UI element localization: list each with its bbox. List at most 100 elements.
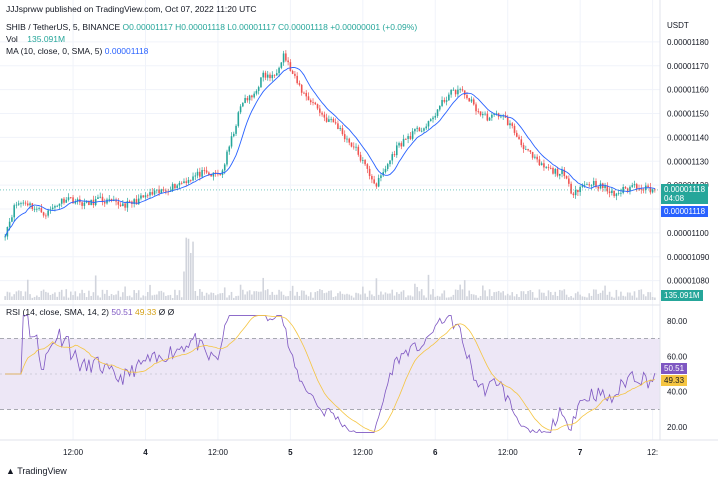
- candle: [162, 186, 165, 193]
- volume-bar: [509, 295, 511, 300]
- volume-bar: [382, 294, 384, 300]
- price-tick-label: 0.00001170: [667, 62, 709, 71]
- volume-bar: [230, 291, 233, 300]
- price-tick-label: 0.00001160: [667, 86, 709, 95]
- candle: [515, 130, 518, 138]
- volume-bar: [158, 291, 160, 300]
- candle: [547, 164, 550, 171]
- candle: [232, 131, 235, 138]
- candle: [309, 98, 312, 105]
- volume-bar: [133, 290, 135, 300]
- volume-bar: [294, 295, 296, 300]
- candle: [149, 188, 151, 199]
- candle: [201, 167, 203, 179]
- volume-bar: [305, 294, 308, 300]
- volume-tag: 135.091M: [661, 290, 703, 301]
- candle: [312, 98, 314, 106]
- volume-bar: [558, 289, 561, 300]
- candle: [81, 200, 83, 210]
- time-tick-label: 6: [433, 448, 438, 457]
- volume-bar: [477, 297, 480, 300]
- volume-bar: [615, 289, 618, 300]
- candle: [194, 172, 197, 181]
- candle: [568, 175, 570, 187]
- volume-bar: [289, 290, 292, 300]
- volume-bar: [128, 295, 131, 300]
- price-tick-label: 0.00001150: [667, 110, 709, 119]
- ma-label[interactable]: MA (10, close, 0, SMA, 5): [6, 46, 103, 56]
- volume-bar: [101, 289, 104, 300]
- volume-bar: [192, 241, 194, 300]
- volume-bar: [556, 295, 559, 300]
- candle: [554, 167, 557, 177]
- candle: [352, 142, 355, 150]
- volume-bar: [635, 297, 638, 300]
- rsi-label[interactable]: RSI (14, close, SMA, 14, 2): [6, 307, 109, 317]
- volume-bar: [303, 290, 305, 300]
- volume-bar: [74, 291, 77, 300]
- footer-brand[interactable]: ▲ TradingView: [6, 466, 67, 476]
- candle: [192, 172, 194, 182]
- candle: [92, 195, 95, 208]
- volume-bar: [425, 297, 428, 300]
- volume-bar: [604, 285, 606, 300]
- volume-bar: [194, 290, 197, 300]
- volume-bar: [534, 297, 536, 300]
- volume-bar: [561, 290, 563, 300]
- candle: [364, 159, 366, 167]
- volume-bar: [278, 289, 280, 300]
- candle: [513, 123, 516, 136]
- candle: [611, 187, 613, 196]
- volume-bar: [323, 293, 326, 300]
- volume-bar: [38, 296, 40, 300]
- volume-bar: [47, 292, 49, 300]
- volume-bar: [595, 289, 597, 300]
- volume-bar: [20, 291, 22, 300]
- candle: [649, 182, 652, 195]
- candle: [140, 193, 142, 201]
- volume-bar: [366, 296, 369, 300]
- volume-bar: [189, 252, 192, 300]
- symbol-name[interactable]: SHIB / TetherUS, 5, BINANCE: [6, 22, 121, 32]
- volume-bar: [8, 292, 11, 300]
- candle: [285, 50, 287, 63]
- vol-line: Vol 135.091M: [6, 34, 65, 44]
- candle: [22, 200, 25, 206]
- rsi-sma-value: 49.33: [135, 307, 157, 317]
- rsi-extra: Ø Ø: [158, 307, 175, 317]
- volume-bar: [183, 271, 185, 300]
- candle: [556, 166, 559, 178]
- volume-bar: [445, 297, 448, 300]
- candle: [273, 74, 276, 78]
- candle: [90, 199, 92, 206]
- candle: [368, 165, 371, 180]
- candle: [13, 203, 15, 222]
- volume-bar: [251, 294, 253, 300]
- volume-bar: [253, 291, 255, 300]
- price-tick-label: 0.00001140: [667, 133, 709, 142]
- volume-bar: [513, 296, 516, 300]
- candle: [187, 176, 190, 185]
- candle: [457, 85, 459, 98]
- volume-bar: [475, 295, 477, 300]
- volume-bar: [135, 292, 138, 300]
- candle: [239, 104, 242, 115]
- symbol-line: SHIB / TetherUS, 5, BINANCE O0.00001117 …: [6, 22, 417, 32]
- volume-bar: [81, 289, 83, 300]
- candle: [94, 195, 97, 207]
- volume-bar: [160, 290, 163, 300]
- candle: [328, 115, 330, 123]
- volume-bar: [217, 294, 219, 300]
- volume-bar: [427, 274, 430, 300]
- candle: [101, 193, 104, 206]
- volume-bar: [108, 295, 111, 300]
- candle: [459, 87, 461, 93]
- volume-bar: [629, 292, 631, 300]
- candle: [527, 148, 529, 152]
- volume-bar: [162, 292, 165, 300]
- volume-bar: [126, 296, 129, 300]
- vol-label[interactable]: Vol: [6, 34, 18, 44]
- candle: [626, 187, 629, 194]
- candle: [51, 203, 54, 210]
